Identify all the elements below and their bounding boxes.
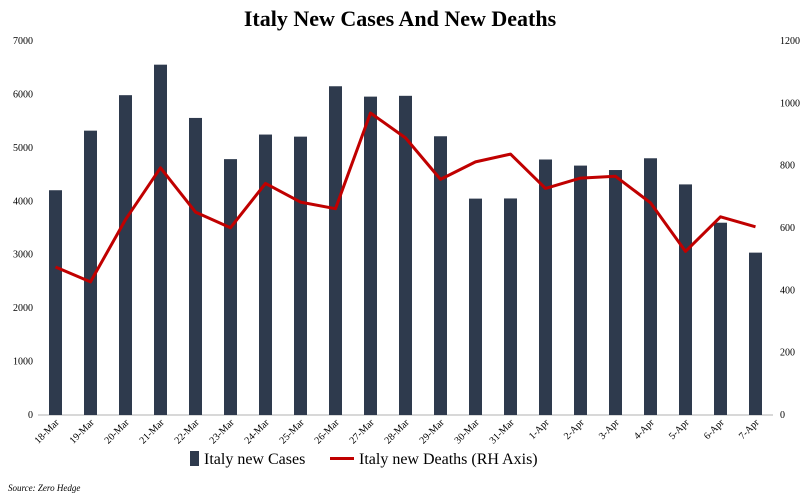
cases-bar	[154, 64, 167, 415]
cases-bar	[749, 252, 762, 415]
cases-bar	[294, 136, 307, 415]
cases-bar	[259, 134, 272, 416]
bar-series	[49, 64, 762, 416]
x-tick-label: 6-Apr	[702, 417, 727, 442]
right-axis: 0 200 400 600 800 1000 1200	[780, 36, 800, 421]
x-tick-label: 31-Mar	[488, 417, 517, 446]
cases-bar	[434, 136, 447, 416]
cases-bar	[119, 95, 132, 415]
right-tick-label: 1200	[780, 36, 800, 47]
left-tick-label: 6000	[13, 89, 33, 100]
cases-bar	[329, 86, 342, 415]
x-axis-labels: 18-Mar 19-Mar 20-Mar 21-Mar 22-Mar 23-Mar 24-M…	[33, 417, 762, 446]
left-tick-label: 7000	[13, 36, 33, 47]
cases-bar	[469, 198, 482, 415]
x-tick-label: 28-Mar	[383, 417, 412, 446]
x-tick-label: 20-Mar	[103, 417, 132, 446]
x-tick-label: 5-Apr	[667, 417, 692, 442]
cases-bar	[84, 130, 97, 415]
cases-bar	[714, 222, 727, 415]
x-tick-label: 2-Apr	[562, 417, 587, 442]
cases-bar	[644, 158, 657, 416]
right-tick-label: 1000	[780, 98, 800, 109]
x-tick-label: 24-Mar	[243, 417, 272, 446]
cases-bar	[49, 190, 62, 415]
x-tick-label: 4-Apr	[632, 417, 657, 442]
x-tick-label: 21-Mar	[138, 417, 167, 446]
cases-bar	[504, 198, 517, 415]
x-tick-label: 18-Mar	[33, 417, 62, 446]
right-tick-label: 600	[780, 223, 795, 234]
right-tick-label: 200	[780, 348, 795, 359]
left-tick-label: 4000	[13, 196, 33, 207]
x-tick-label: 23-Mar	[208, 417, 237, 446]
left-tick-label: 1000	[13, 357, 33, 368]
chart-title: Italy New Cases And New Deaths	[243, 6, 557, 31]
x-tick-label: 26-Mar	[313, 417, 342, 446]
source-note: Source: Zero Hedge	[8, 483, 81, 493]
right-tick-label: 0	[780, 410, 785, 421]
cases-bar	[679, 184, 692, 415]
right-tick-label: 400	[780, 285, 795, 296]
x-tick-label: 25-Mar	[278, 417, 307, 446]
left-tick-label: 0	[28, 410, 33, 421]
x-tick-label: 29-Mar	[418, 417, 447, 446]
legend-swatch-cases	[190, 451, 199, 466]
legend-swatch-deaths	[330, 457, 354, 460]
left-tick-label: 2000	[13, 303, 33, 314]
x-tick-label: 7-Apr	[737, 417, 762, 442]
cases-bar	[574, 165, 587, 415]
legend: Italy new Cases Italy new Deaths (RH Axi…	[0, 451, 800, 471]
deaths-line	[54, 111, 756, 284]
cases-bar	[609, 170, 622, 415]
x-tick-label: 1-Apr	[527, 417, 552, 442]
x-tick-label: 3-Apr	[597, 417, 622, 442]
cases-bar	[399, 95, 412, 415]
x-tick-label: 19-Mar	[68, 417, 97, 446]
left-tick-label: 5000	[13, 143, 33, 154]
x-tick-label: 30-Mar	[453, 417, 482, 446]
legend-label-cases: Italy new Cases	[204, 451, 306, 468]
right-tick-label: 800	[780, 161, 795, 172]
legend-item-deaths: Italy new Deaths (RH Axis)	[330, 451, 538, 469]
x-tick-label: 27-Mar	[348, 417, 377, 446]
legend-item-cases: Italy new Cases	[190, 451, 305, 469]
cases-bar	[364, 96, 377, 415]
x-tick-label: 22-Mar	[173, 417, 202, 446]
legend-label-deaths: Italy new Deaths (RH Axis)	[359, 451, 538, 468]
left-tick-label: 3000	[13, 250, 33, 261]
cases-bar	[224, 159, 237, 415]
left-axis: 0 1000 2000 3000 4000 5000 6000 7000	[13, 36, 33, 421]
cases-bar	[539, 159, 552, 415]
cases-bar	[189, 117, 202, 416]
